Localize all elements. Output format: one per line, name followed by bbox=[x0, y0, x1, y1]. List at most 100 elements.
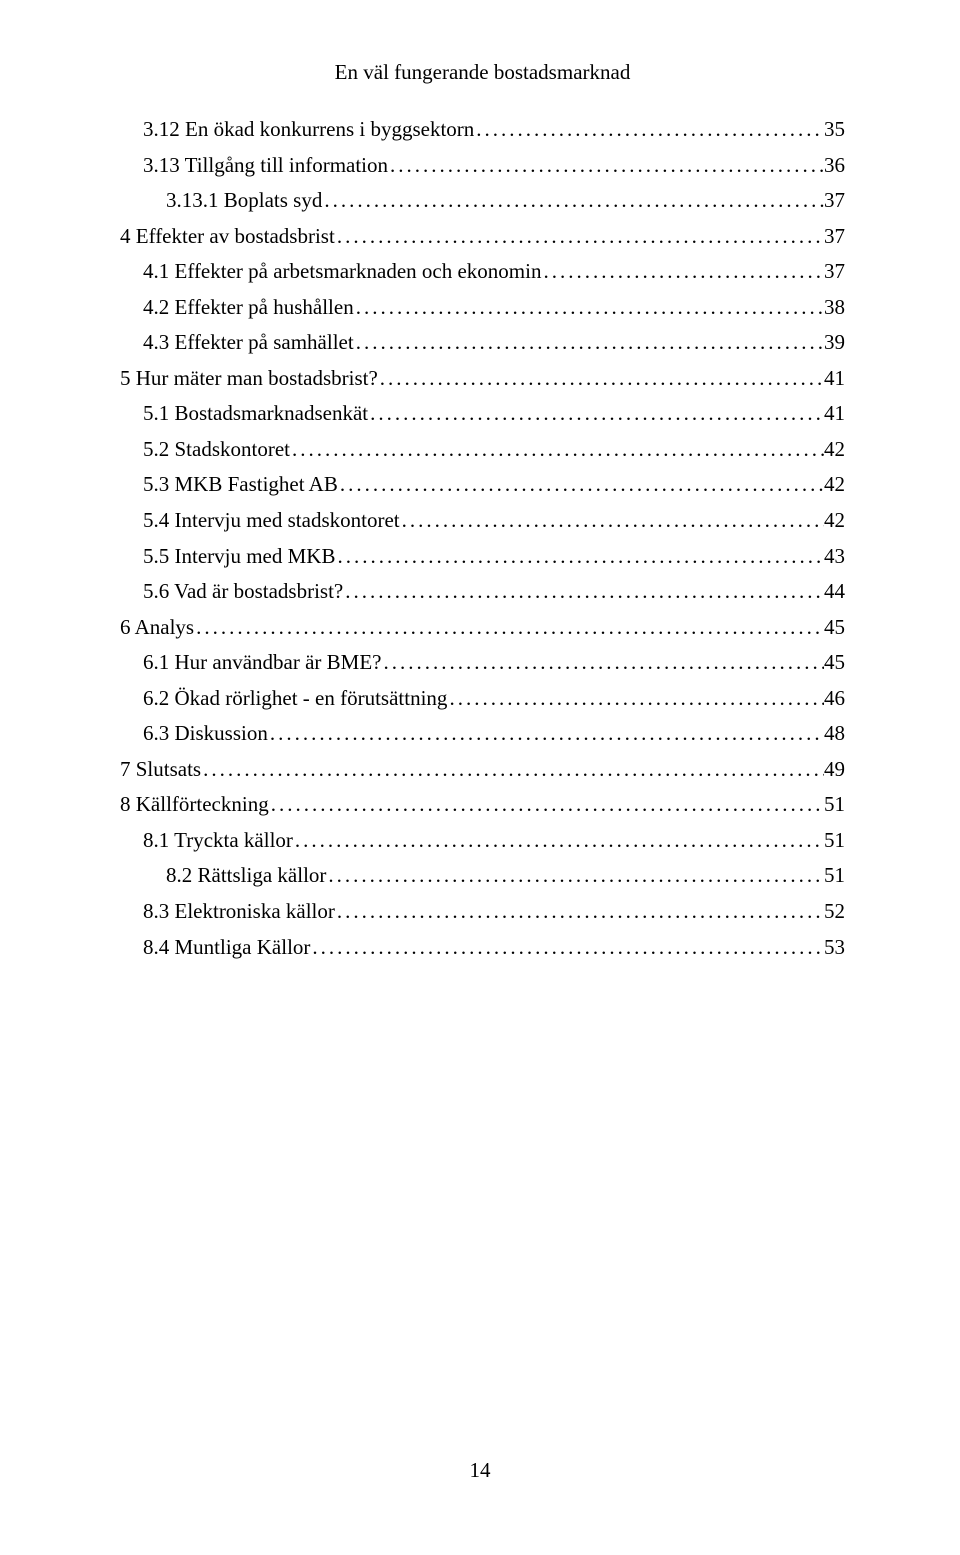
toc-entry: 4.1 Effekter på arbetsmarknaden och ekon… bbox=[120, 255, 845, 288]
toc-leader-dots bbox=[293, 824, 824, 857]
page-number: 14 bbox=[0, 1458, 960, 1483]
toc-entry: 5.5 Intervju med MKB 43 bbox=[120, 540, 845, 573]
toc-entry-label: 5.5 Intervju med MKB bbox=[143, 540, 335, 573]
toc-entry-page: 36 bbox=[824, 149, 845, 182]
toc-entry: 4.2 Effekter på hushållen 38 bbox=[120, 291, 845, 324]
toc-entry-label: 4 Effekter av bostadsbrist bbox=[120, 220, 335, 253]
toc-entry: 8.3 Elektroniska källor 52 bbox=[120, 895, 845, 928]
toc-entry-page: 37 bbox=[824, 220, 845, 253]
toc-entry-label: 6.2 Ökad rörlighet - en förutsättning bbox=[143, 682, 447, 715]
toc-leader-dots bbox=[354, 291, 824, 324]
toc-entry: 8 Källförteckning 51 bbox=[120, 788, 845, 821]
toc-entry-label: 3.13 Tillgång till information bbox=[143, 149, 388, 182]
toc-entry-label: 5.3 MKB Fastighet AB bbox=[143, 468, 338, 501]
toc-leader-dots bbox=[335, 220, 824, 253]
toc-leader-dots bbox=[368, 397, 824, 430]
toc-leader-dots bbox=[322, 184, 824, 217]
toc-entry-page: 37 bbox=[824, 255, 845, 288]
toc-entry-label: 5.6 Vad är bostadsbrist? bbox=[143, 575, 343, 608]
toc-leader-dots bbox=[326, 859, 824, 892]
toc-entry: 8.1 Tryckta källor 51 bbox=[120, 824, 845, 857]
toc-entry-page: 45 bbox=[824, 611, 845, 644]
toc-entry: 3.13 Tillgång till information 36 bbox=[120, 149, 845, 182]
toc-entry-page: 52 bbox=[824, 895, 845, 928]
toc-entry: 5 Hur mäter man bostadsbrist? 41 bbox=[120, 362, 845, 395]
toc-leader-dots bbox=[310, 931, 824, 964]
toc-leader-dots bbox=[382, 646, 824, 679]
toc-entry: 6.3 Diskussion 48 bbox=[120, 717, 845, 750]
toc-entry-page: 51 bbox=[824, 824, 845, 857]
toc-entry-page: 44 bbox=[824, 575, 845, 608]
toc-leader-dots bbox=[269, 788, 824, 821]
toc-leader-dots bbox=[541, 255, 824, 288]
toc-leader-dots bbox=[194, 611, 824, 644]
toc-entry: 5.2 Stadskontoret 42 bbox=[120, 433, 845, 466]
toc-leader-dots bbox=[388, 149, 824, 182]
toc-leader-dots bbox=[354, 326, 824, 359]
page-header-title: En väl fungerande bostadsmarknad bbox=[120, 60, 845, 85]
toc-entry: 5.3 MKB Fastighet AB 42 bbox=[120, 468, 845, 501]
toc-entry: 4.3 Effekter på samhället 39 bbox=[120, 326, 845, 359]
toc-entry: 7 Slutsats 49 bbox=[120, 753, 845, 786]
toc-entry-page: 46 bbox=[824, 682, 845, 715]
toc-entry-label: 8 Källförteckning bbox=[120, 788, 269, 821]
toc-entry-page: 43 bbox=[824, 540, 845, 573]
toc-entry-label: 8.1 Tryckta källor bbox=[143, 824, 293, 857]
toc-entry: 8.4 Muntliga Källor 53 bbox=[120, 931, 845, 964]
toc-leader-dots bbox=[378, 362, 824, 395]
toc-entry-label: 6.3 Diskussion bbox=[143, 717, 268, 750]
toc-leader-dots bbox=[400, 504, 824, 537]
table-of-contents: 3.12 En ökad konkurrens i byggsektorn 35… bbox=[120, 113, 845, 963]
toc-entry-label: 6.1 Hur användbar är BME? bbox=[143, 646, 382, 679]
toc-entry-page: 39 bbox=[824, 326, 845, 359]
toc-entry-label: 4.3 Effekter på samhället bbox=[143, 326, 354, 359]
toc-entry-page: 42 bbox=[824, 433, 845, 466]
toc-entry-label: 4.1 Effekter på arbetsmarknaden och ekon… bbox=[143, 255, 541, 288]
toc-leader-dots bbox=[268, 717, 824, 750]
toc-leader-dots bbox=[447, 682, 824, 715]
toc-entry: 8.2 Rättsliga källor 51 bbox=[120, 859, 845, 892]
toc-entry-page: 35 bbox=[824, 113, 845, 146]
toc-leader-dots bbox=[343, 575, 824, 608]
page-container: En väl fungerande bostadsmarknad 3.12 En… bbox=[0, 0, 960, 963]
toc-entry-page: 42 bbox=[824, 468, 845, 501]
toc-entry: 3.13.1 Boplats syd 37 bbox=[120, 184, 845, 217]
toc-entry-label: 5.1 Bostadsmarknadsenkät bbox=[143, 397, 368, 430]
toc-entry-page: 42 bbox=[824, 504, 845, 537]
toc-entry-page: 38 bbox=[824, 291, 845, 324]
toc-entry-label: 7 Slutsats bbox=[120, 753, 201, 786]
toc-entry-label: 8.4 Muntliga Källor bbox=[143, 931, 310, 964]
toc-entry-label: 4.2 Effekter på hushållen bbox=[143, 291, 354, 324]
toc-entry: 6.1 Hur användbar är BME? 45 bbox=[120, 646, 845, 679]
toc-entry-page: 51 bbox=[824, 788, 845, 821]
toc-entry-page: 37 bbox=[824, 184, 845, 217]
toc-entry-label: 8.3 Elektroniska källor bbox=[143, 895, 335, 928]
toc-entry: 5.4 Intervju med stadskontoret 42 bbox=[120, 504, 845, 537]
toc-leader-dots bbox=[201, 753, 824, 786]
toc-entry-label: 5.4 Intervju med stadskontoret bbox=[143, 504, 400, 537]
toc-entry: 3.12 En ökad konkurrens i byggsektorn 35 bbox=[120, 113, 845, 146]
toc-leader-dots bbox=[335, 895, 824, 928]
toc-entry: 6 Analys 45 bbox=[120, 611, 845, 644]
toc-entry-page: 51 bbox=[824, 859, 845, 892]
toc-entry-page: 45 bbox=[824, 646, 845, 679]
toc-entry-label: 6 Analys bbox=[120, 611, 194, 644]
toc-entry-label: 5 Hur mäter man bostadsbrist? bbox=[120, 362, 378, 395]
toc-entry-label: 3.13.1 Boplats syd bbox=[166, 184, 322, 217]
toc-leader-dots bbox=[338, 468, 824, 501]
toc-entry-page: 49 bbox=[824, 753, 845, 786]
toc-entry-page: 53 bbox=[824, 931, 845, 964]
toc-entry: 4 Effekter av bostadsbrist 37 bbox=[120, 220, 845, 253]
toc-entry: 6.2 Ökad rörlighet - en förutsättning 46 bbox=[120, 682, 845, 715]
toc-entry: 5.1 Bostadsmarknadsenkät 41 bbox=[120, 397, 845, 430]
toc-entry-page: 41 bbox=[824, 397, 845, 430]
toc-entry-label: 3.12 En ökad konkurrens i byggsektorn bbox=[143, 113, 474, 146]
toc-entry-label: 5.2 Stadskontoret bbox=[143, 433, 290, 466]
toc-entry-page: 41 bbox=[824, 362, 845, 395]
toc-leader-dots bbox=[474, 113, 824, 146]
toc-entry-page: 48 bbox=[824, 717, 845, 750]
toc-leader-dots bbox=[335, 540, 824, 573]
toc-entry: 5.6 Vad är bostadsbrist? 44 bbox=[120, 575, 845, 608]
toc-leader-dots bbox=[290, 433, 824, 466]
toc-entry-label: 8.2 Rättsliga källor bbox=[166, 859, 326, 892]
